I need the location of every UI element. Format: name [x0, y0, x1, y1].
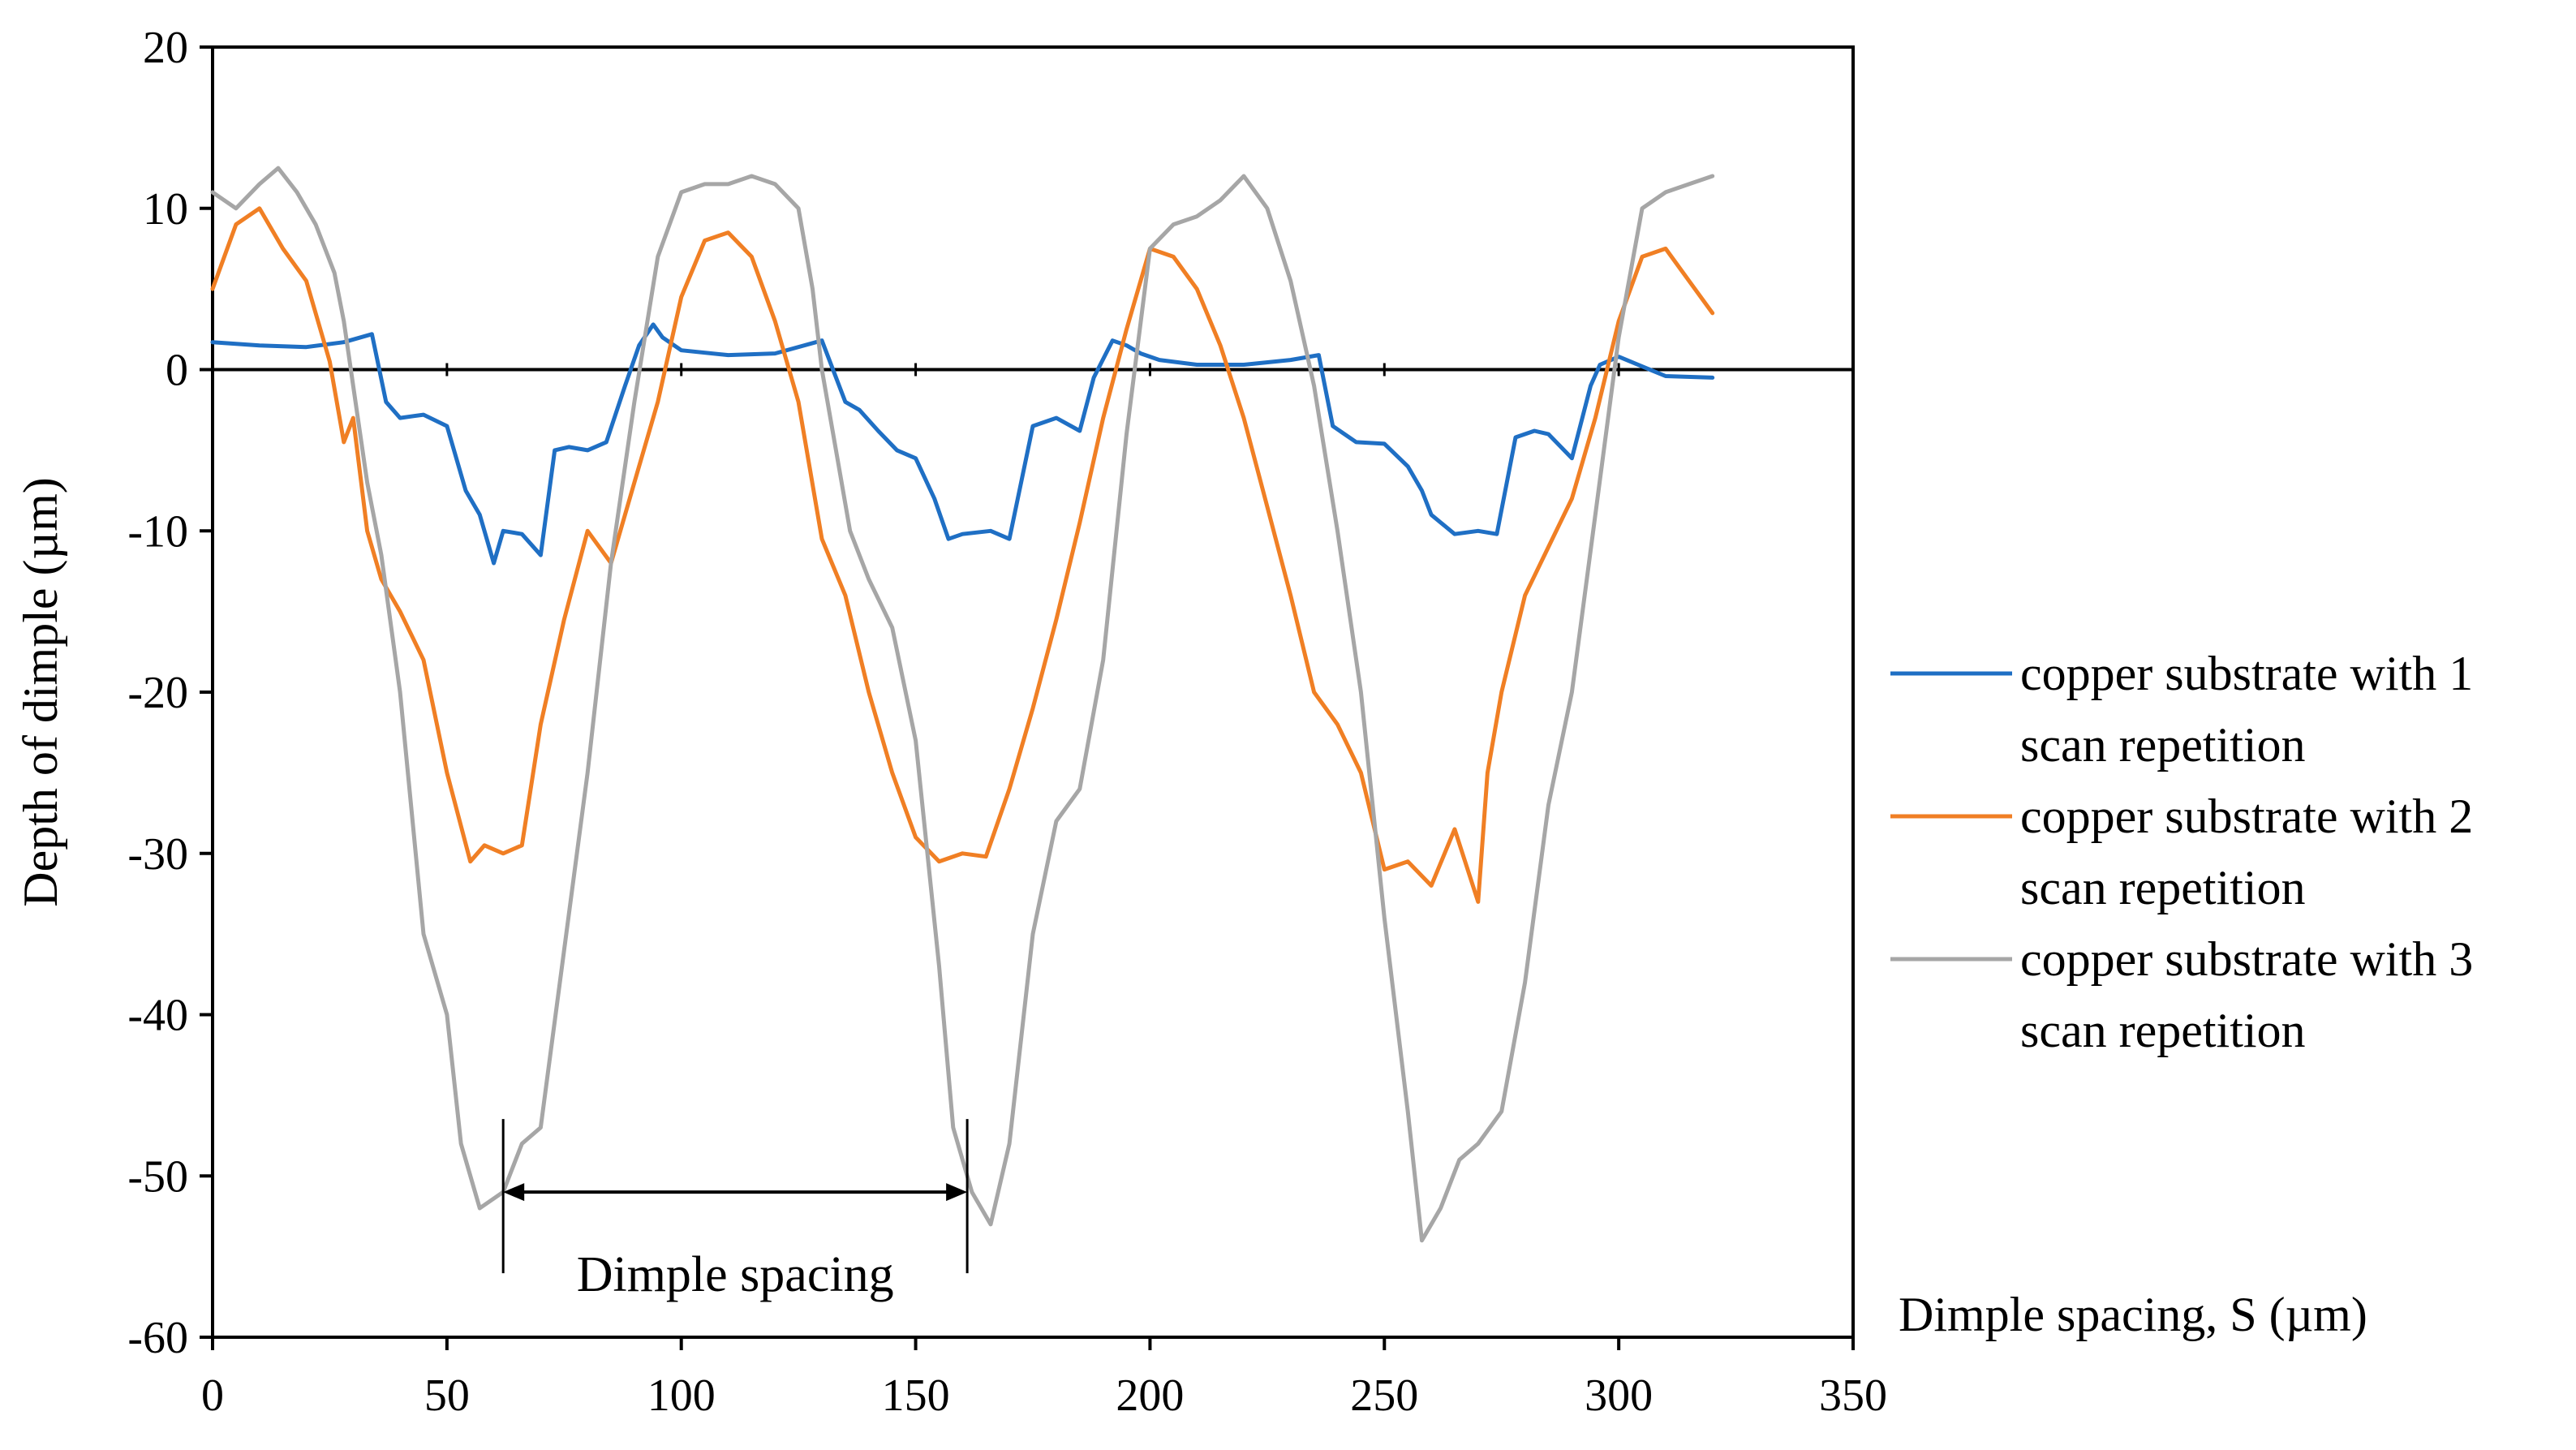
y-axis-title: Depth of dimple (µm)	[14, 477, 67, 906]
legend-label-2: copper substrate with 2	[2020, 790, 2473, 843]
series-line-2	[210, 206, 1715, 904]
x-tick-label: 200	[1116, 1370, 1184, 1421]
x-tick-label: 350	[1819, 1370, 1887, 1421]
annotation-label: Dimple spacing	[577, 1247, 894, 1302]
annotation-arrowhead-right	[946, 1183, 968, 1202]
y-axis-ticks: 20 10 0 -10 -20 -30 -40 -50 -60	[127, 23, 213, 1363]
x-tick-label: 0	[201, 1370, 224, 1421]
legend-label-1: copper substrate with 1	[2020, 647, 2473, 700]
y-tick-label: -50	[127, 1151, 188, 1202]
series-line-1	[210, 322, 1715, 566]
y-tick-label: -20	[127, 668, 188, 718]
y-tick-label: 0	[166, 346, 188, 396]
y-tick-label: -30	[127, 829, 188, 880]
plot-frame	[211, 45, 1855, 1339]
y-tick-label: -40	[127, 991, 188, 1041]
annotation-arrowhead-left	[503, 1183, 525, 1202]
legend-label-3: copper substrate with 3	[2020, 932, 2473, 986]
series-lines	[210, 166, 1715, 1243]
x-tick-label: 50	[424, 1370, 470, 1421]
dimple-spacing-annotation: Dimple spacing	[501, 1119, 969, 1302]
legend-label-2: scan repetition	[2020, 861, 2306, 914]
legend-label-3: scan repetition	[2020, 1004, 2306, 1057]
y-tick-label: -60	[127, 1313, 188, 1363]
y-tick-label: 10	[143, 184, 188, 234]
x-axis-ticks: 0 50 100 150 200 250 300 350	[201, 363, 1887, 1421]
legend-label-1: scan repetition	[2020, 718, 2306, 772]
series-line-3	[210, 166, 1715, 1243]
y-tick-label: -10	[127, 506, 188, 557]
x-tick-label: 100	[647, 1370, 716, 1421]
x-tick-label: 150	[882, 1370, 950, 1421]
legend: copper substrate with 1 scan repetition co…	[1890, 647, 2473, 1057]
x-tick-label: 250	[1350, 1370, 1418, 1421]
x-tick-label: 300	[1585, 1370, 1653, 1421]
y-tick-label: 20	[143, 23, 188, 73]
x-axis-title: Dimple spacing, S (µm)	[1899, 1288, 2367, 1341]
